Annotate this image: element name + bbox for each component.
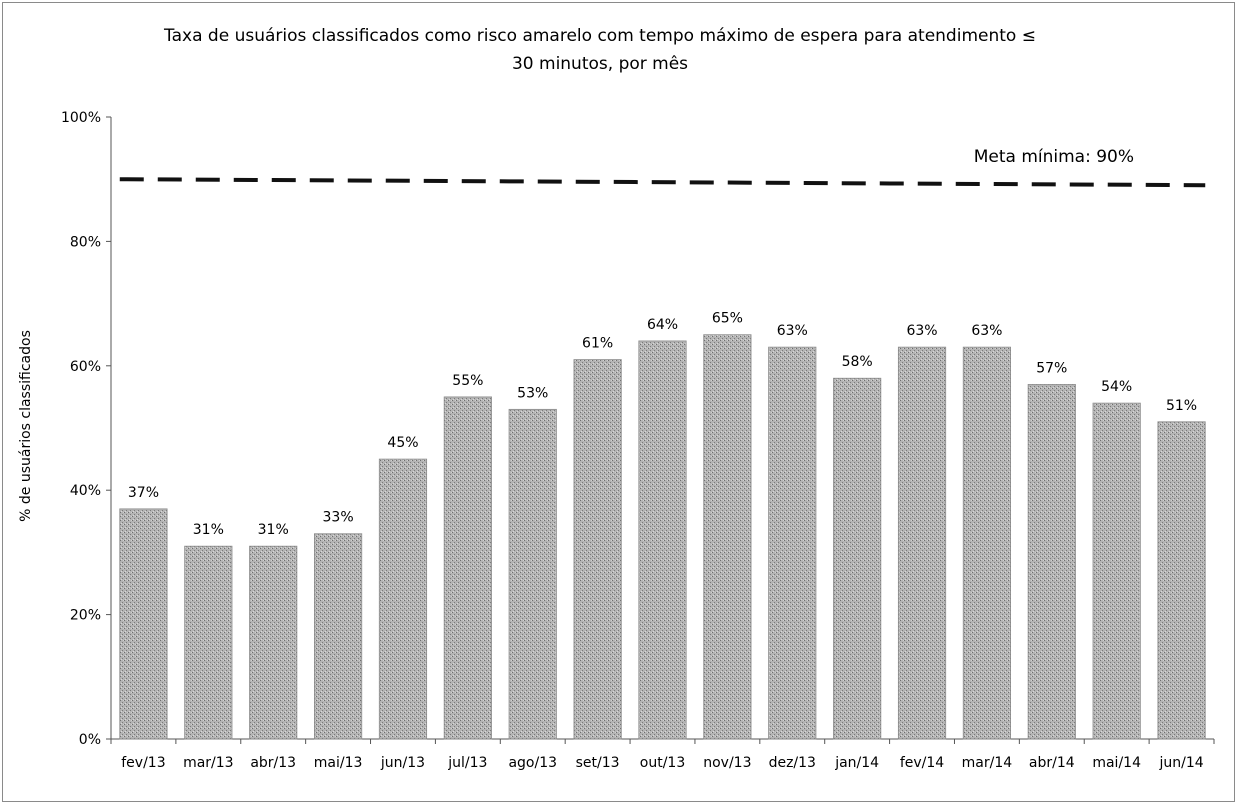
y-tick-label: 60% xyxy=(70,359,101,375)
data-label: 58% xyxy=(842,354,873,370)
data-label: 61% xyxy=(582,336,613,352)
chart-title: Taxa de usuários classificados como risc… xyxy=(120,22,1080,78)
bar xyxy=(443,396,492,740)
x-tick-label: out/13 xyxy=(640,755,685,771)
bar xyxy=(573,359,622,740)
y-tick-label: 80% xyxy=(70,234,101,250)
data-label: 63% xyxy=(777,323,808,339)
data-label: 33% xyxy=(323,510,354,526)
chart-title-line-2: 30 minutos, por mês xyxy=(511,54,689,74)
x-tick-label: set/13 xyxy=(576,755,620,771)
x-tick-label: jul/13 xyxy=(447,755,487,771)
bar xyxy=(638,340,687,740)
data-label: 45% xyxy=(387,435,418,451)
y-tick-label: 20% xyxy=(70,608,101,624)
data-label: 64% xyxy=(647,317,678,333)
x-tick-label: jun/14 xyxy=(1158,755,1203,771)
x-tick-label: jun/13 xyxy=(380,755,425,771)
bar xyxy=(508,408,557,740)
bar xyxy=(833,377,882,740)
y-tick-label: 40% xyxy=(70,483,101,499)
bar xyxy=(1092,402,1141,740)
target-line-group: Meta mínima: 90% xyxy=(119,147,1206,188)
x-tick-label: ago/13 xyxy=(508,755,557,771)
axes: 0% 20% 40% 60% 80% 100% fev/13 mar/13 abr/13 mai/… xyxy=(61,110,1215,771)
bar xyxy=(897,346,947,740)
target-line xyxy=(119,177,1206,188)
x-tick-label: fev/13 xyxy=(121,755,165,771)
data-label: 57% xyxy=(1036,360,1067,376)
bar xyxy=(249,545,298,740)
data-label: 55% xyxy=(452,373,483,389)
x-tick-label: nov/13 xyxy=(703,755,751,771)
bar xyxy=(378,458,428,740)
bar xyxy=(703,334,752,740)
y-tick-label: 0% xyxy=(79,732,101,748)
bar xyxy=(962,346,1011,740)
data-labels: 37% 31% 31% 33% 45% 55% 53% 61% 64% 65% 63% 58% 63% 6… xyxy=(128,311,1197,538)
data-label: 31% xyxy=(258,522,289,538)
target-label: Meta mínima: 90% xyxy=(974,147,1134,167)
x-tick-label: mai/14 xyxy=(1092,755,1141,771)
data-label: 63% xyxy=(971,323,1002,339)
data-label: 53% xyxy=(517,385,548,401)
data-label: 54% xyxy=(1101,379,1132,395)
x-tick-label: mar/14 xyxy=(962,755,1013,771)
x-tick-label: mai/13 xyxy=(314,755,363,771)
data-label: 63% xyxy=(906,323,937,339)
x-tick-label: abr/14 xyxy=(1029,755,1075,771)
x-tick-label: mar/13 xyxy=(183,755,234,771)
chart-title-line-1: Taxa de usuários classificados como risc… xyxy=(164,26,1036,46)
x-tick-label: fev/14 xyxy=(900,755,944,771)
y-tick-label: 100% xyxy=(61,110,101,126)
x-tick-label: abr/13 xyxy=(250,755,296,771)
data-label: 37% xyxy=(128,485,159,501)
bar xyxy=(768,346,817,740)
bars xyxy=(119,334,1206,740)
bar xyxy=(314,533,363,740)
x-tick-label: jan/14 xyxy=(834,755,879,771)
bar xyxy=(1027,384,1076,740)
x-tick-label: dez/13 xyxy=(769,755,816,771)
data-label: 31% xyxy=(193,522,224,538)
data-label: 65% xyxy=(712,311,743,327)
bar xyxy=(119,508,168,740)
bar xyxy=(184,545,233,740)
bar xyxy=(1157,421,1206,740)
data-label: 51% xyxy=(1166,398,1197,414)
